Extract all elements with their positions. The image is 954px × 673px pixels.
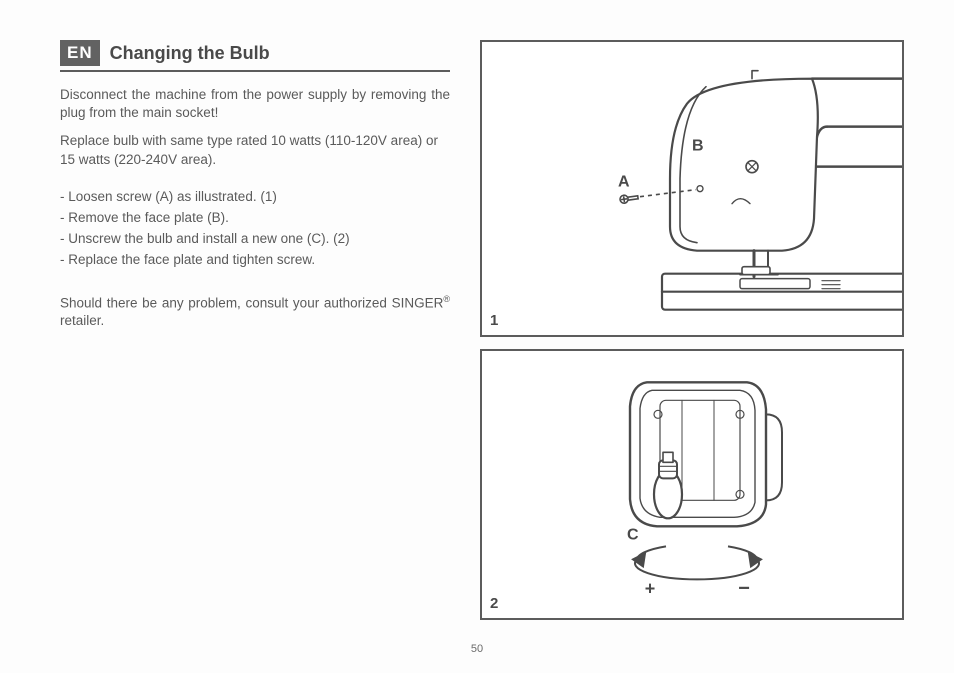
steps-list: - Loosen screw (A) as illustrated. (1) -… — [60, 187, 450, 271]
step-item: - Unscrew the bulb and install a new one… — [60, 229, 450, 250]
section-header: EN Changing the Bulb — [60, 40, 450, 72]
label-c: C — [627, 527, 639, 544]
registered-symbol: ® — [443, 294, 450, 304]
section-title: Changing the Bulb — [110, 43, 270, 64]
figure-1: A B 1 — [480, 40, 904, 337]
label-b: B — [692, 138, 704, 155]
sewing-machine-illustration: A B — [482, 42, 902, 335]
figure-2: + − C 2 — [480, 349, 904, 620]
language-badge: EN — [60, 40, 100, 66]
step-item: - Replace the face plate and tighten scr… — [60, 250, 450, 271]
footnote-text-pre: Should there be any problem, consult you… — [60, 295, 443, 310]
text-column: EN Changing the Bulb Disconnect the mach… — [60, 40, 450, 620]
figure-number-2: 2 — [490, 595, 498, 612]
figure-number-1: 1 — [490, 312, 498, 329]
bulb-illustration: + − C — [482, 351, 902, 618]
footnote-text-post: retailer. — [60, 313, 104, 328]
step-item: - Remove the face plate (B). — [60, 208, 450, 229]
label-a: A — [618, 174, 630, 191]
footnote: Should there be any problem, consult you… — [60, 293, 450, 331]
plus-sign: + — [645, 579, 656, 599]
figures-column: A B 1 — [480, 40, 904, 620]
step-item: - Loosen screw (A) as illustrated. (1) — [60, 187, 450, 208]
intro-paragraph-1: Disconnect the machine from the power su… — [60, 86, 450, 122]
minus-sign: − — [738, 578, 750, 600]
page-number: 50 — [0, 643, 954, 655]
intro-paragraph-2: Replace bulb with same type rated 10 wat… — [60, 132, 450, 168]
